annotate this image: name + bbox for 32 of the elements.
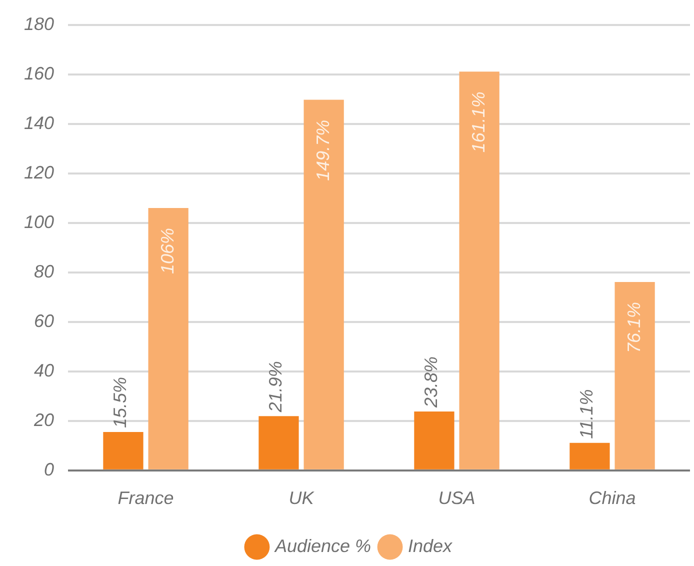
x-tick-label: USA [438,488,476,508]
bar [103,432,144,470]
x-tick-label: France [118,488,174,508]
legend-label: Index [408,536,454,556]
y-tick-label: 40 [34,360,54,380]
bar [414,411,454,470]
y-tick-label: 60 [34,310,54,331]
data-label: 106% [157,228,178,274]
y-tick-label: 80 [34,261,54,282]
y-tick-label: 140 [24,112,54,133]
data-label: 23.8% [421,356,442,408]
bar [570,442,610,470]
bar [614,282,655,470]
y-tick-label: 120 [24,162,54,182]
data-label: 15.5% [110,376,130,428]
y-tick-label: 100 [24,212,54,232]
bar [148,208,188,470]
data-label: 11.1% [576,389,597,439]
bar [258,416,299,470]
y-tick-label: 160 [24,63,54,84]
data-label: 161.1% [468,92,488,153]
y-tick-label: 180 [24,14,54,34]
y-tick-label: 20 [33,410,54,430]
data-label: 21.9% [266,361,286,414]
bar [304,100,344,470]
x-tick-label: UK [288,488,315,508]
legend-label: Audience % [274,536,372,556]
x-tick-label: China [588,488,636,508]
bar [459,72,500,470]
data-label: 149.7% [312,120,333,181]
data-label: 76.1% [624,302,644,354]
y-tick-label: 0 [44,459,54,480]
